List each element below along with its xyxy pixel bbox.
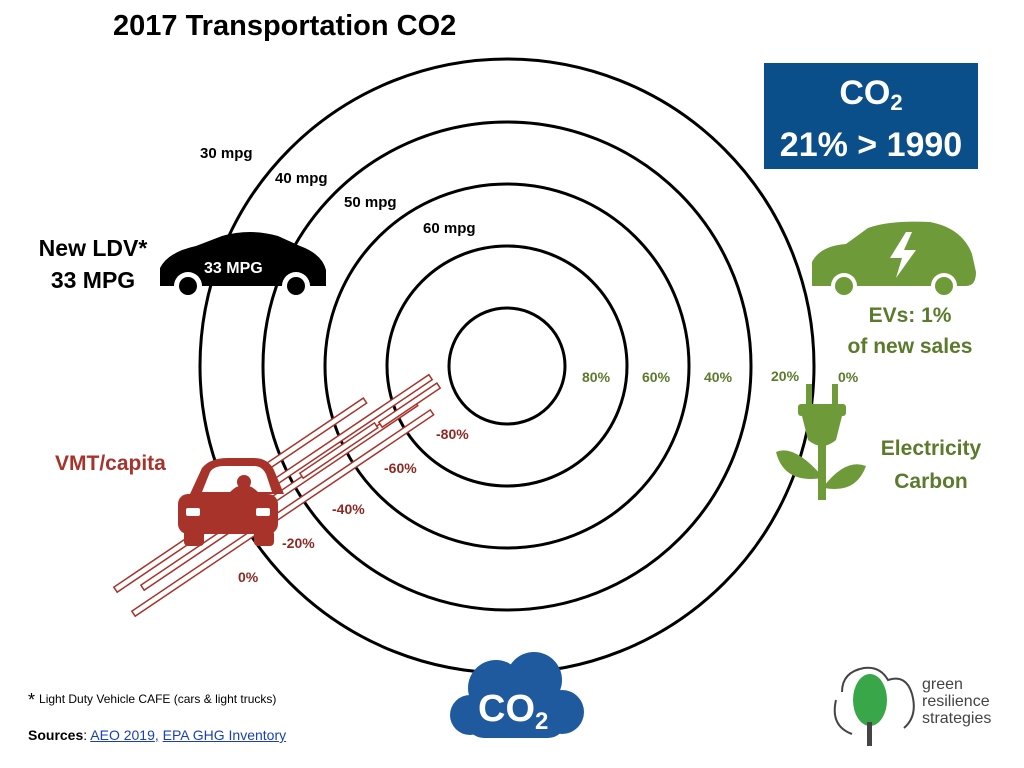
vmt-label: VMT/capita <box>55 452 166 475</box>
elec-scale-0: 0% <box>838 369 859 385</box>
aeo-2019-link[interactable]: AEO 2019 <box>90 727 155 743</box>
ring-60-mpg <box>385 244 629 488</box>
ev-line2: of new sales <box>847 335 973 358</box>
sources: Sources: AEO 2019, EPA GHG Inventory <box>28 727 286 743</box>
brand-logo-icon <box>833 666 915 746</box>
ldv-car-icon <box>160 232 326 300</box>
co2-status-box: CO2 21% > 1990 <box>764 63 978 169</box>
sources-separator: : <box>83 727 91 743</box>
ev-line1: EVs: 1% <box>868 304 952 327</box>
vmt-scale-40: -40% <box>332 501 365 517</box>
co2-cloud-label: CO2 <box>478 688 548 736</box>
mpg-label-50: 50 mpg <box>344 194 397 211</box>
plug-icon <box>776 384 866 500</box>
brand-line2: resilience <box>922 693 990 710</box>
co2-box-main: CO <box>839 74 891 112</box>
footnote-text: Light Duty Vehicle CAFE (cars & light tr… <box>39 692 277 706</box>
electricity-label: Electricity Carbon <box>868 432 994 498</box>
page-title: 2017 Transportation CO2 <box>113 10 457 42</box>
ring-40-mpg <box>261 120 753 612</box>
footnote: * Light Duty Vehicle CAFE (cars & light t… <box>28 690 276 711</box>
footnote-star: * <box>28 690 36 710</box>
ring-50-mpg <box>323 182 691 550</box>
ev-car-icon <box>812 221 976 299</box>
co2-box-value: 21% > 1990 <box>779 126 963 164</box>
ring-center <box>447 306 567 426</box>
vmt-scale-0: 0% <box>238 569 259 585</box>
ring-30-mpg <box>198 57 816 675</box>
ldv-label: New LDV* 33 MPG <box>18 232 168 296</box>
cloud-main: CO <box>478 688 535 730</box>
vmt-scale-20: -20% <box>282 535 315 551</box>
elec-scale-40: 40% <box>704 369 733 385</box>
mpg-label-60: 60 mpg <box>423 220 476 237</box>
vmt-scale-80: -80% <box>436 426 469 442</box>
ldv-line1: New LDV* <box>38 235 148 261</box>
vmt-scale-60: -60% <box>384 460 417 476</box>
leaf-right-icon <box>824 464 866 490</box>
mpg-label-30: 30 mpg <box>200 145 253 162</box>
cloud-sub: 2 <box>535 708 549 735</box>
brand-line1: green <box>922 676 963 693</box>
mpg-label-40: 40 mpg <box>275 170 328 187</box>
co2-box-sub: 2 <box>890 90 903 115</box>
vmt-car-icon <box>178 458 284 546</box>
sources-label: Sources <box>28 727 84 743</box>
epa-ghg-inventory-link[interactable]: EPA GHG Inventory <box>162 727 287 743</box>
ldv-car-label: 33 MPG <box>204 260 263 277</box>
brand-name: green resilience strategies <box>922 676 991 727</box>
elec-scale-60: 60% <box>642 369 671 385</box>
co2-cloud-icon <box>450 652 584 738</box>
ldv-line2: 33 MPG <box>50 267 136 293</box>
elec-scale-80: 80% <box>582 369 611 385</box>
ev-label: EVs: 1% of new sales <box>820 300 1000 362</box>
electricity-line1: Electricity <box>880 437 982 460</box>
elec-scale-20: 20% <box>771 368 800 384</box>
sources-link-separator: , <box>154 727 159 743</box>
brand-line3: strategies <box>922 710 992 727</box>
electricity-line2: Carbon <box>894 470 968 493</box>
leaf-left-icon <box>776 450 822 479</box>
